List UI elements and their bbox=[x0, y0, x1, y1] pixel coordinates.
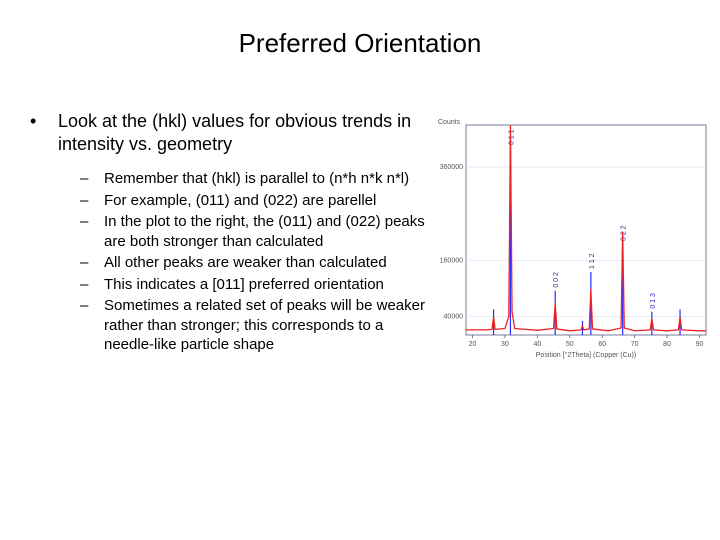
xrd-chart: 40000 160000 360000 20 30 40 50 60 70 80 90 Counts P… bbox=[432, 115, 712, 370]
svg-text:360000: 360000 bbox=[440, 164, 463, 171]
sub-bullet-text: All other peaks are weaker than calculat… bbox=[104, 253, 387, 273]
sub-bullet-text: In the plot to the right, the (011) and … bbox=[104, 212, 425, 251]
main-bullet-marker: • bbox=[30, 110, 58, 155]
main-bullet-text: Look at the (hkl) values for obvious tre… bbox=[58, 110, 425, 155]
svg-text:0 0 2: 0 0 2 bbox=[553, 272, 560, 288]
sub-bullet-text: Sometimes a related set of peaks will be… bbox=[104, 296, 425, 355]
sub-bullet-marker: – bbox=[80, 253, 104, 273]
svg-text:50: 50 bbox=[566, 341, 574, 348]
svg-text:1 1 2: 1 1 2 bbox=[589, 253, 596, 269]
svg-text:20: 20 bbox=[469, 341, 477, 348]
svg-text:160000: 160000 bbox=[440, 257, 463, 264]
svg-text:80: 80 bbox=[663, 341, 671, 348]
sub-bullet: – Remember that (hkl) is parallel to (n*… bbox=[80, 169, 425, 189]
sub-bullet: – All other peaks are weaker than calcul… bbox=[80, 253, 425, 273]
svg-text:70: 70 bbox=[631, 341, 639, 348]
svg-text:Counts: Counts bbox=[438, 119, 461, 126]
sub-bullet-marker: – bbox=[80, 191, 104, 211]
content-area: • Look at the (hkl) values for obvious t… bbox=[30, 110, 425, 357]
sub-bullet-marker: – bbox=[80, 275, 104, 295]
svg-text:30: 30 bbox=[501, 341, 509, 348]
sub-bullet: – This indicates a [011] preferred orien… bbox=[80, 275, 425, 295]
main-bullet: • Look at the (hkl) values for obvious t… bbox=[30, 110, 425, 155]
svg-text:0 2 2: 0 2 2 bbox=[621, 225, 628, 241]
slide-title: Preferred Orientation bbox=[0, 28, 720, 59]
sub-bullet-marker: – bbox=[80, 296, 104, 355]
sub-bullet-marker: – bbox=[80, 169, 104, 189]
svg-text:90: 90 bbox=[696, 341, 704, 348]
svg-text:0 1 1: 0 1 1 bbox=[508, 129, 515, 145]
svg-text:0 1 3: 0 1 3 bbox=[650, 293, 657, 309]
chart-svg: 40000 160000 360000 20 30 40 50 60 70 80 90 Counts P… bbox=[432, 115, 712, 370]
sub-bullet-text: This indicates a [011] preferred orienta… bbox=[104, 275, 384, 295]
sub-bullet: – In the plot to the right, the (011) an… bbox=[80, 212, 425, 251]
sub-bullet-marker: – bbox=[80, 212, 104, 251]
svg-text:40000: 40000 bbox=[444, 313, 464, 320]
slide: Preferred Orientation • Look at the (hkl… bbox=[0, 0, 720, 540]
sub-bullet: – For example, (011) and (022) are parel… bbox=[80, 191, 425, 211]
sub-bullet-text: For example, (011) and (022) are parelle… bbox=[104, 191, 376, 211]
svg-text:40: 40 bbox=[533, 341, 541, 348]
sub-bullet-text: Remember that (hkl) is parallel to (n*h … bbox=[104, 169, 409, 189]
sub-bullet: – Sometimes a related set of peaks will … bbox=[80, 296, 425, 355]
svg-text:60: 60 bbox=[598, 341, 606, 348]
sub-bullet-list: – Remember that (hkl) is parallel to (n*… bbox=[80, 169, 425, 355]
svg-text:Position [°2Theta] (Copper (Cu: Position [°2Theta] (Copper (Cu)) bbox=[536, 351, 636, 359]
